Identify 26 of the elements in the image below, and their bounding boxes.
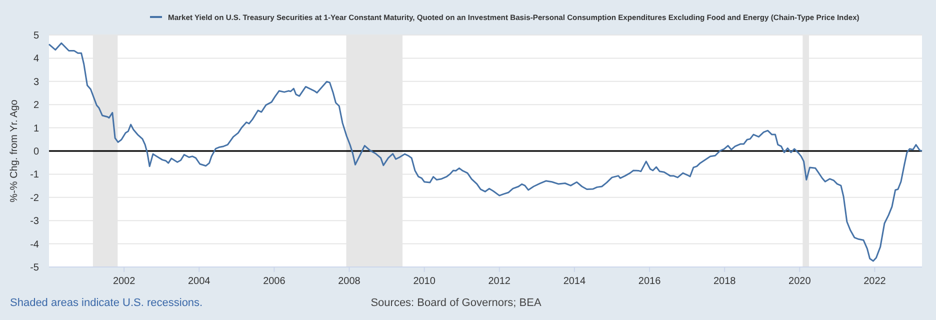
y-tick-label: 0 <box>33 146 40 158</box>
y-tick-label: -1 <box>30 170 40 181</box>
y-tick-label: -3 <box>30 216 40 228</box>
source-note: Sources: Board of Governors; BEA <box>370 297 542 309</box>
line-series <box>48 42 923 262</box>
y-tick-label: -4 <box>30 239 40 250</box>
x-tick-label: 2006 <box>263 276 286 287</box>
y-tick-label: -5 <box>30 262 40 274</box>
x-tick-label: 2004 <box>188 276 211 287</box>
x-tick-label: 2008 <box>338 276 361 287</box>
x-tick-label: 2002 <box>112 276 136 287</box>
y-tick-label: -2 <box>30 192 40 204</box>
x-tick-label: 2020 <box>788 276 812 287</box>
x-tick-label: 2018 <box>713 276 736 287</box>
x-tick-label: 2012 <box>488 276 511 287</box>
y-tick-label: 2 <box>33 100 40 112</box>
y-axis-title: %-% Chg. from Yr. Ago <box>9 99 20 202</box>
y-tick-label: 5 <box>33 30 40 42</box>
x-tick-label: 2016 <box>638 276 662 287</box>
text: Shaded areas indicate U.S. recessions. <box>10 297 203 309</box>
x-tick-label: 2014 <box>563 276 586 287</box>
x-tick-label: 2010 <box>413 276 436 287</box>
y-tick-label: 4 <box>33 54 40 65</box>
y-tick-label: 3 <box>33 76 40 88</box>
y-tick-label: 1 <box>33 123 40 134</box>
x-tick-label: 2022 <box>864 276 886 287</box>
